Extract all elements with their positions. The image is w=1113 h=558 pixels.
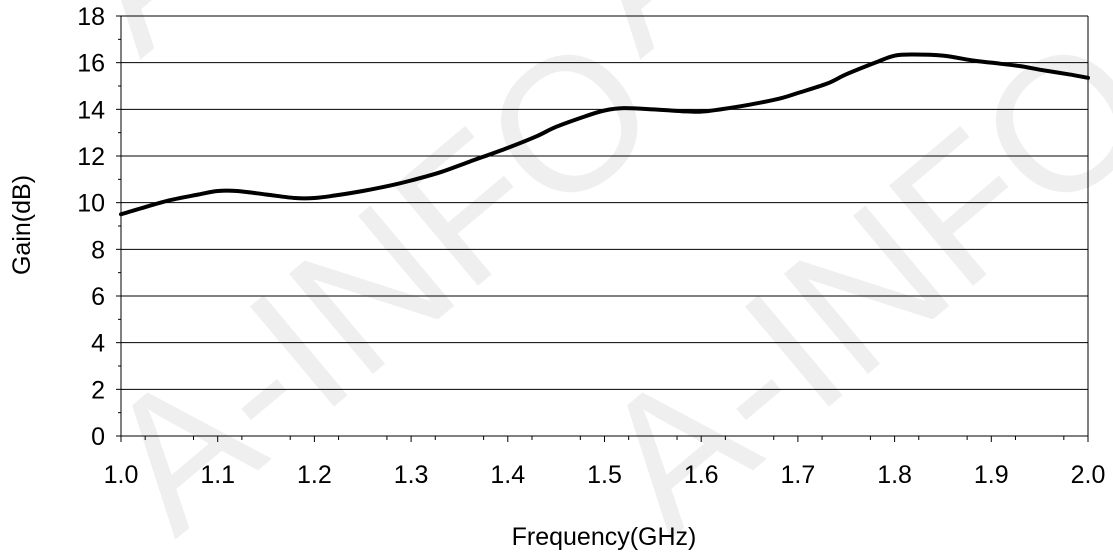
x-tick-label: 1.7 [781,461,816,489]
x-tick-label: 1.5 [587,461,622,489]
x-tick-label: 1.4 [490,461,525,489]
x-tick-label: 1.8 [877,461,912,489]
y-tick-label: 0 [91,423,105,451]
y-axis-title: Gain(dB) [8,175,36,275]
y-tick-label: 14 [77,96,105,124]
y-tick-label: 6 [91,283,105,311]
x-axis-title: Frequency(GHz) [512,523,697,551]
x-tick-label: 2.0 [1071,461,1106,489]
y-tick-label: 18 [77,3,105,31]
x-tick-label: 1.2 [297,461,332,489]
y-tick-label: 12 [77,143,105,171]
x-tick-label: 1.6 [684,461,719,489]
y-tick-label: 2 [91,376,105,404]
gain-series-line [119,52,1090,217]
y-tick-label: 16 [77,50,105,78]
series-layer [119,52,1090,217]
x-tick-label: 1.1 [200,461,235,489]
y-tick-label: 4 [91,330,105,358]
tick-labels: 0 2 4 6 8 10 12 14 16 18 1.0 1.1 1.2 1.3 1.4 1.5 1.6 1.7 1… [77,3,1105,489]
y-tick-label: 10 [77,190,105,218]
x-tick-label: 1.0 [104,461,139,489]
tick-marks [116,15,1089,442]
gridlines [121,15,1088,390]
y-tick-label: 8 [91,236,105,264]
watermark-text: A-INFO [560,0,1113,558]
x-tick-label: 1.3 [394,461,429,489]
x-tick-label: 1.9 [974,461,1009,489]
